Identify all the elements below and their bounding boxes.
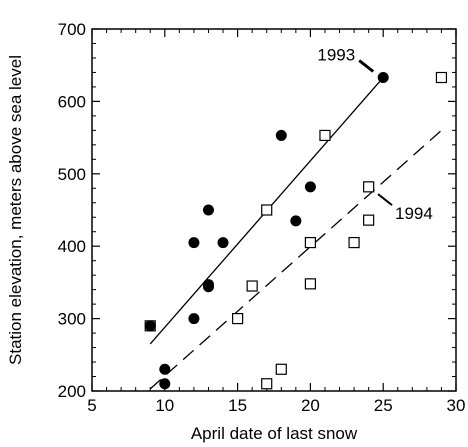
x-tick-label: 15: [228, 396, 247, 415]
annotation-label-1993: 1993: [317, 46, 355, 65]
point-1994: [275, 363, 287, 375]
y-tick-label: 200: [58, 382, 86, 401]
annotation-leader-1994: [377, 193, 393, 206]
annotation-leader-1993: [358, 59, 375, 73]
axis-ticks: 5 10 15 20 25 30 200 300 400 500 600 700: [58, 20, 466, 415]
point-1993: [159, 363, 171, 375]
point-1993: [217, 237, 229, 249]
fit-line-1994: [149, 129, 442, 390]
y-tick-label: 500: [58, 165, 86, 184]
point-1994: [319, 129, 331, 142]
x-tick-label: 30: [447, 396, 466, 415]
y-tick-label: 600: [58, 92, 86, 111]
point-1993: [188, 313, 200, 325]
fit-lines: [149, 77, 442, 390]
annotation-label-1994: 1994: [395, 204, 433, 223]
x-tick-label: 20: [301, 396, 320, 415]
y-tick-label: 400: [58, 237, 86, 256]
point-1993: [188, 237, 200, 249]
point-1994: [435, 71, 448, 84]
y-axis-title: Station elevation, meters above sea leve…: [6, 55, 25, 365]
y-tick-label: 300: [58, 310, 86, 329]
point-1994: [304, 236, 316, 249]
annotations: 1993 1994: [317, 46, 432, 224]
point-1993: [290, 215, 302, 227]
point-1993: [202, 281, 214, 293]
x-tick-label: 25: [374, 396, 393, 415]
point-1994: [261, 378, 273, 390]
point-1994: [304, 278, 316, 290]
x-tick-label: 10: [155, 396, 174, 415]
data-points: [144, 71, 448, 390]
point-1994: [363, 214, 375, 226]
point-1993: [304, 181, 316, 193]
point-1993: [377, 72, 389, 84]
point-1994: [246, 280, 258, 292]
point-1994: [363, 181, 375, 193]
point-1993: [144, 320, 156, 332]
point-1993: [202, 204, 214, 216]
x-tick-label: 5: [87, 396, 96, 415]
y-tick-label: 700: [58, 20, 86, 39]
plot-frame: [91, 28, 457, 392]
point-1993: [159, 378, 171, 390]
point-1993: [275, 129, 287, 141]
point-1994: [348, 236, 360, 249]
point-1994: [232, 313, 244, 325]
x-axis-title: April date of last snow: [191, 424, 358, 443]
point-1994: [261, 204, 273, 216]
